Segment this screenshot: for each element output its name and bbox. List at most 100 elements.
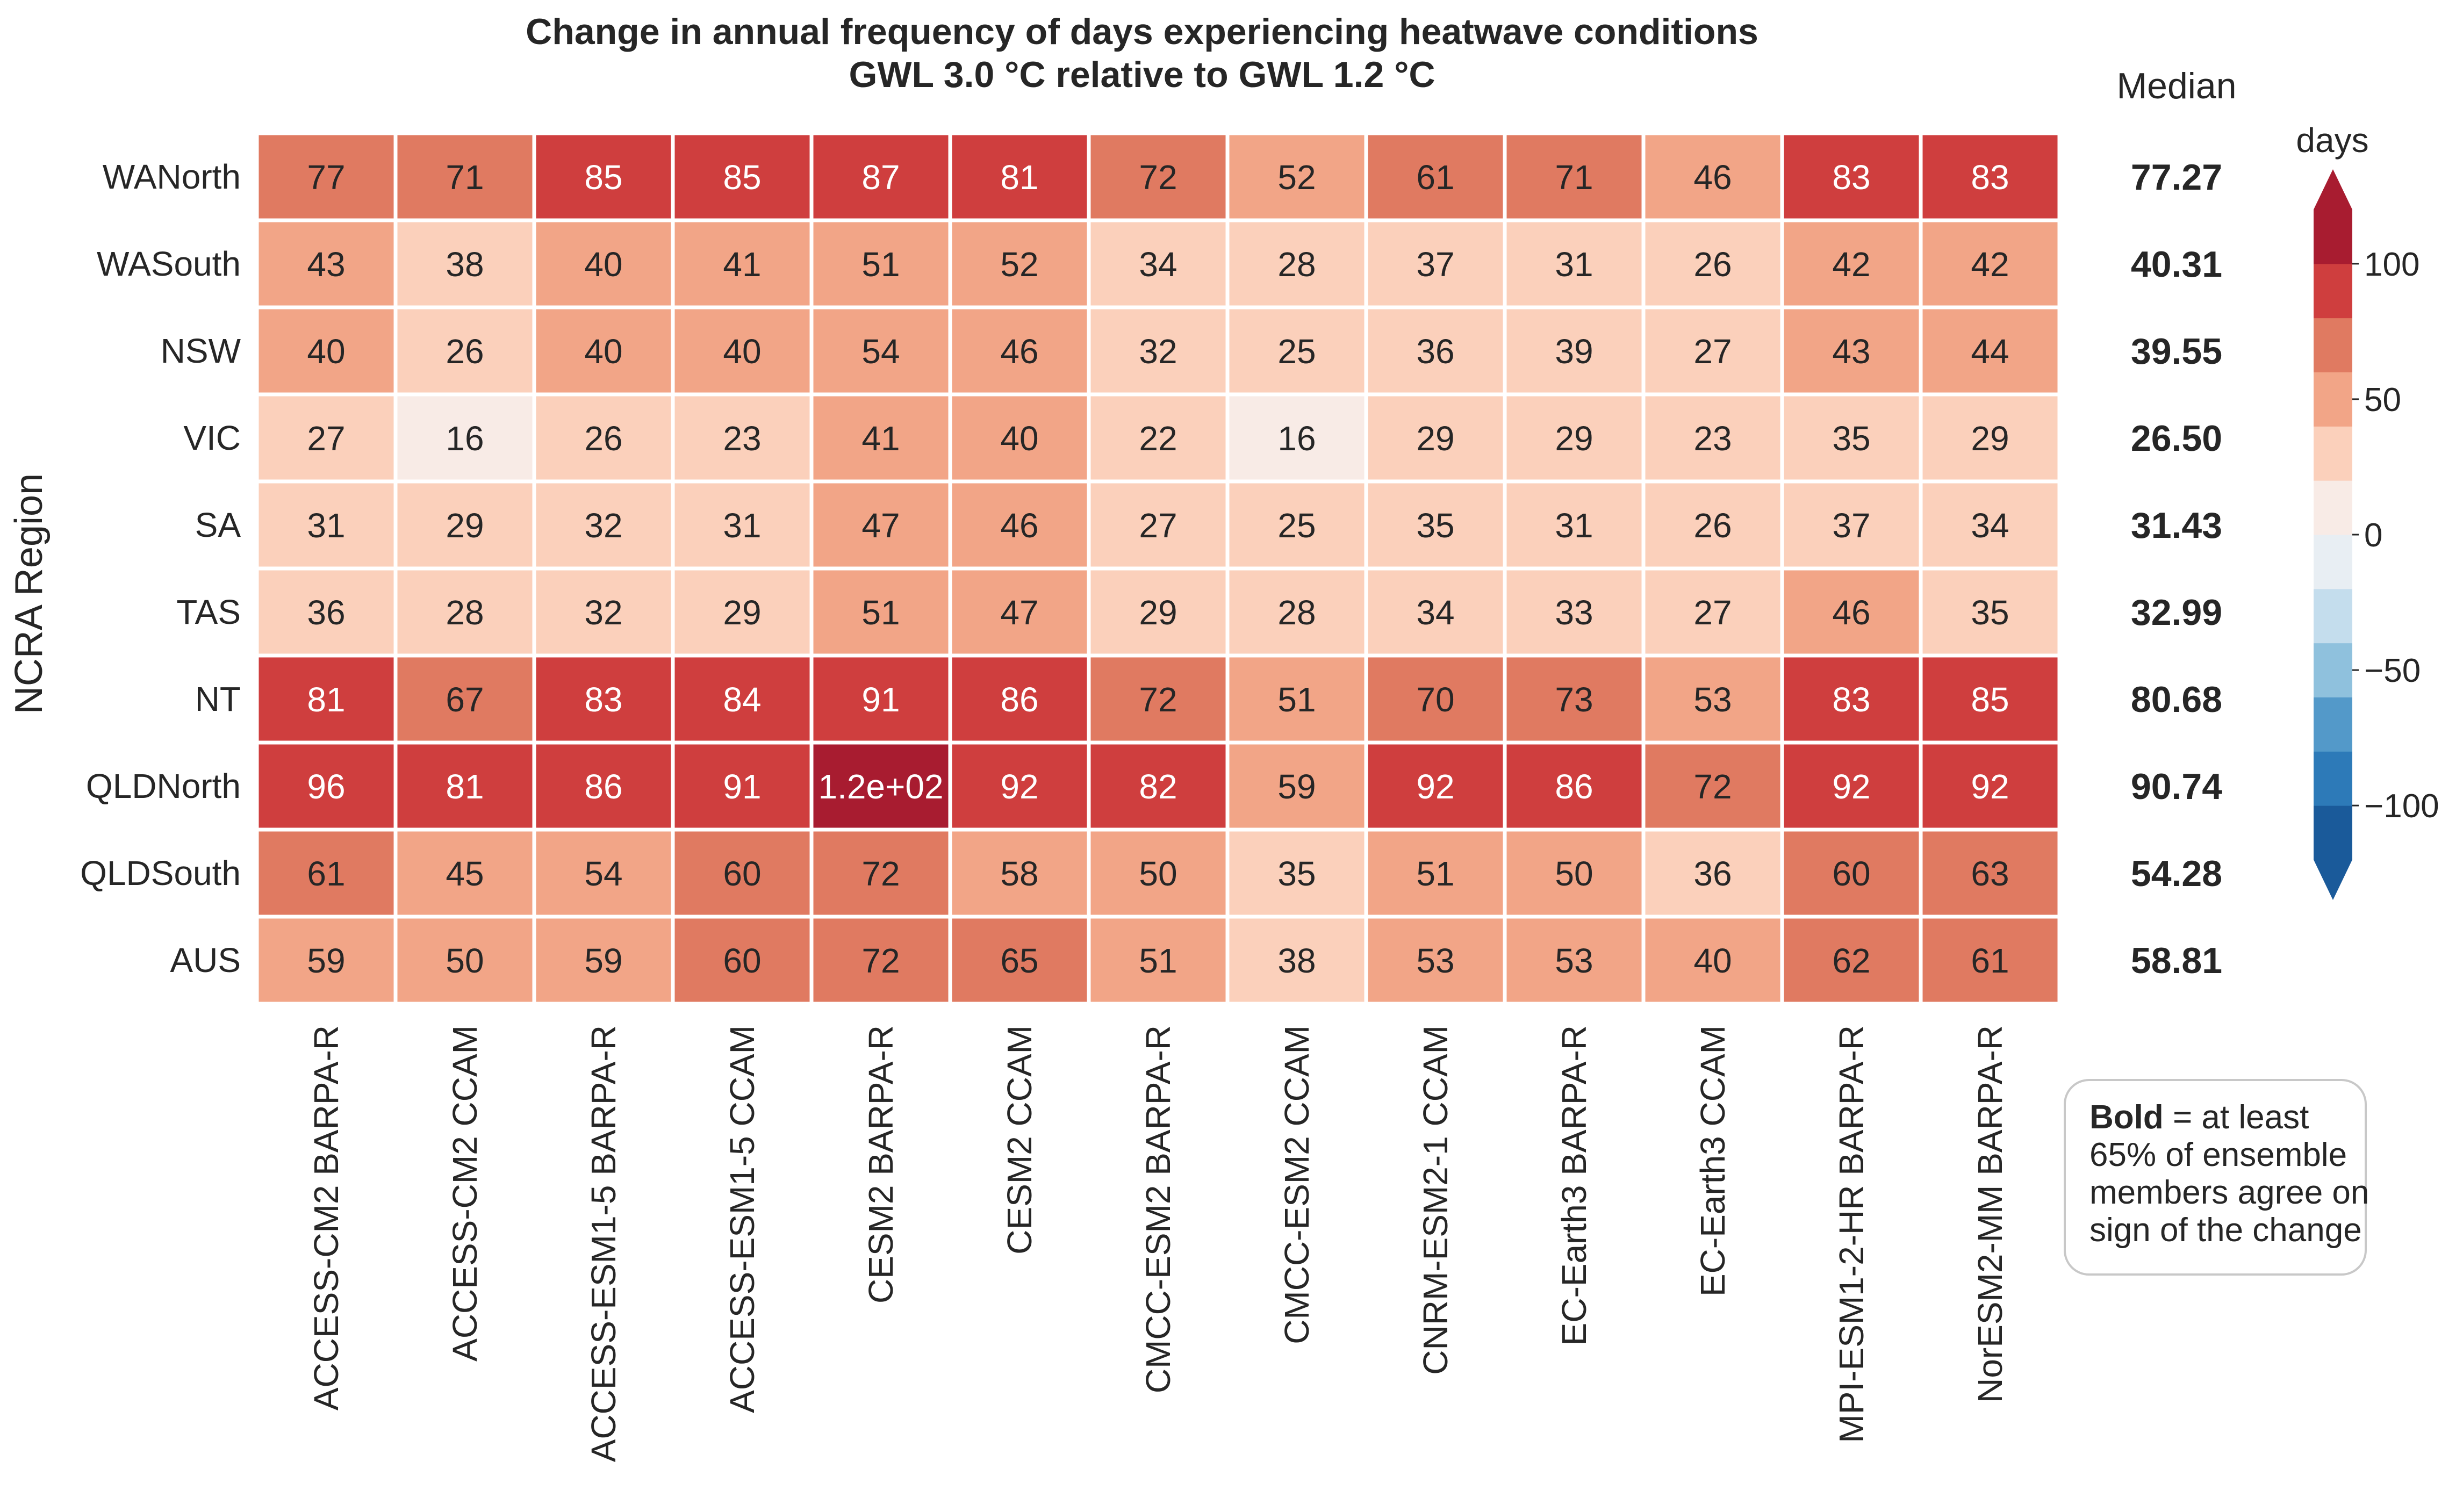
colorbar-segment — [2314, 263, 2352, 319]
cell-value-label: 72 — [861, 941, 900, 980]
cell-value-label: 34 — [1139, 245, 1177, 284]
cell-value-label: 33 — [1555, 593, 1593, 632]
cell-value-label: 85 — [1971, 680, 2009, 719]
colorbar-tick-label: −50 — [2364, 652, 2421, 689]
heatmap-cell — [1225, 740, 1368, 832]
column-label-access-cm2-barpa-r: ACCESS-CM2 BARPA-R — [307, 1025, 346, 1410]
cell-value-label: 28 — [1277, 245, 1316, 284]
row-label-qldsouth: QLDSouth — [80, 854, 241, 892]
cell-value-label: 46 — [1832, 593, 1870, 632]
cell-value-label: 51 — [1139, 941, 1177, 980]
colorbar-segment — [2314, 535, 2352, 589]
column-label-mpi-esm1-2-hr-barpa-r: MPI-ESM1-2-HR BARPA-R — [1832, 1025, 1871, 1443]
cell-value-label: 27 — [1139, 506, 1177, 545]
cell-value-label: 40 — [584, 332, 622, 371]
heatmap-cell — [1225, 566, 1368, 658]
cell-value-label: 40 — [584, 245, 622, 284]
row-label-nsw: NSW — [161, 332, 241, 370]
row-label-qldnorth: QLDNorth — [86, 767, 241, 805]
row-label-sa: SA — [195, 506, 241, 544]
column-label-access-esm1-5-ccam: ACCESS-ESM1-5 CCAM — [723, 1025, 762, 1413]
heatmap-cell — [1919, 566, 2062, 658]
colorbar-tick-label: 100 — [2364, 246, 2419, 283]
heatmap-cell — [948, 740, 1091, 832]
cell-value-label: 26 — [1693, 506, 1732, 545]
cell-value-label: 40 — [723, 332, 761, 371]
cell-value-label: 83 — [1832, 680, 1870, 719]
heatmap-cell — [255, 915, 398, 1006]
heatmap-cell — [1087, 740, 1230, 832]
heatmap-cell — [532, 479, 675, 571]
cell-value-label: 83 — [584, 680, 622, 719]
cell-value-label: 28 — [1277, 593, 1316, 632]
cell-value-label: 32 — [584, 506, 622, 545]
heatmap-cell — [1503, 218, 1646, 309]
cell-value-label: 91 — [723, 767, 761, 806]
cell-value-label: 60 — [1832, 854, 1870, 893]
cell-value-label: 72 — [1139, 158, 1177, 197]
heatmap-cell — [948, 131, 1091, 222]
cell-value-label: 50 — [1555, 854, 1593, 893]
cell-value-label: 61 — [1416, 158, 1454, 197]
column-label-cesm2-ccam: CESM2 CCAM — [1000, 1025, 1039, 1255]
cell-value-label: 61 — [1971, 941, 2009, 980]
heatmap-cell — [1503, 566, 1646, 658]
heatmap-cell — [1780, 479, 1923, 571]
median-value-sa: 31.43 — [2131, 505, 2222, 546]
column-label-cesm2-barpa-r: CESM2 BARPA-R — [861, 1025, 900, 1304]
cell-value-label: 39 — [1555, 332, 1593, 371]
heatmap-cell — [1641, 305, 1784, 397]
column-label-cnrm-esm2-1-ccam: CNRM-ESM2-1 CCAM — [1416, 1025, 1455, 1375]
heatmap-cell — [1641, 653, 1784, 745]
heatmap-cell — [1503, 915, 1646, 1006]
heatmap-cell — [1364, 392, 1507, 484]
cell-value-label: 58 — [1000, 854, 1038, 893]
cell-value-label: 40 — [1000, 419, 1038, 458]
cell-value-label: 36 — [1416, 332, 1454, 371]
chart-title: Change in annual frequency of days exper… — [526, 11, 1758, 52]
colorbar-segment — [2314, 480, 2352, 535]
heatmap-cell — [1503, 392, 1646, 484]
heatmap-cell — [671, 915, 814, 1006]
cell-value-label: 47 — [861, 506, 900, 545]
cell-value-label: 72 — [861, 854, 900, 893]
median-value-wasouth: 40.31 — [2131, 244, 2222, 285]
colorbar-extend-max — [2314, 169, 2352, 210]
heatmap-cell — [1919, 218, 2062, 309]
row-label-tas: TAS — [176, 593, 241, 631]
row-label-nt: NT — [195, 680, 241, 718]
cell-value-label: 37 — [1416, 245, 1454, 284]
heatmap-cell — [809, 305, 952, 397]
cell-value-label: 51 — [1416, 854, 1454, 893]
cell-value-label: 96 — [307, 767, 345, 806]
heatmap-cell — [1780, 392, 1923, 484]
cell-value-label: 70 — [1416, 680, 1454, 719]
column-label-access-cm2-ccam: ACCESS-CM2 CCAM — [446, 1025, 484, 1362]
heatmap-cell — [532, 915, 675, 1006]
heatmap-cell — [1364, 218, 1507, 309]
colorbar-extend-min — [2314, 860, 2352, 900]
cell-value-label: 50 — [446, 941, 484, 980]
cell-value-label: 42 — [1832, 245, 1870, 284]
heatmap-cell — [1780, 915, 1923, 1006]
cell-value-label: 16 — [446, 419, 484, 458]
heatmap-cell — [1503, 131, 1646, 222]
cell-value-label: 71 — [1555, 158, 1593, 197]
heatmap-cell — [532, 566, 675, 658]
cell-value-label: 34 — [1971, 506, 2009, 545]
cell-value-label: 72 — [1693, 767, 1732, 806]
median-column: 77.27 40.31 39.55 26.50 31.43 32.99 80.68 90.74… — [2131, 157, 2222, 981]
heatmap-cell — [1364, 653, 1507, 745]
column-label-access-esm1-5-barpa-r: ACCESS-ESM1-5 BARPA-R — [584, 1025, 623, 1462]
cell-value-label: 92 — [1000, 767, 1038, 806]
heatmap-grid: 77 71 85 85 87 81 72 52 61 71 46 83 83 43 38 40 41 51 52 34… — [255, 131, 2062, 1006]
cell-value-label: 41 — [723, 245, 761, 284]
cell-value-label: 40 — [1693, 941, 1732, 980]
cell-value-label: 92 — [1832, 767, 1870, 806]
cell-value-label: 42 — [1971, 245, 2009, 284]
heatmap-cell — [671, 218, 814, 309]
cell-value-label: 51 — [861, 593, 900, 632]
cell-value-label: 29 — [1971, 419, 2009, 458]
heatmap-cell — [1780, 566, 1923, 658]
cell-value-label: 29 — [1416, 419, 1454, 458]
